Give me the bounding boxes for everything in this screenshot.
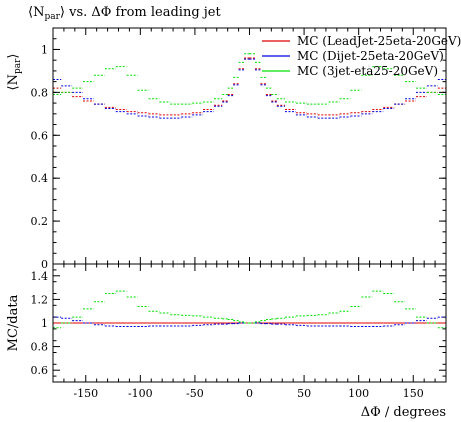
- ratio-y-tick-label: 0.6: [31, 364, 49, 377]
- main-y-tick-label: 0.6: [31, 129, 49, 142]
- x-tick-label: -150: [73, 387, 98, 400]
- main-panel: 0 0.2 0.4 0.6 0.8 1: [31, 27, 447, 271]
- ratio-ticks: 0.6 0.8 1 1.2 1.4 -150 -100 -50 0 50 100 150: [31, 264, 446, 400]
- main-y-tick-label: 0.2: [31, 215, 49, 228]
- main-y-tick-label: 0.8: [31, 86, 49, 99]
- chart-title-sub: par: [44, 12, 60, 22]
- legend-label: MC (Dijet-25eta-20GeV): [297, 49, 444, 63]
- main-y-tick-label: 0: [41, 258, 48, 271]
- main-y-axis-label: ⟨Npar⟩: [6, 54, 23, 91]
- x-tick-label: -50: [186, 387, 204, 400]
- ratio-y-axis-label: MC/data: [6, 294, 21, 351]
- ratio-plot-frame: [52, 263, 447, 383]
- main-series-group: [53, 53, 446, 119]
- main-y-tick-label: 1: [41, 43, 48, 56]
- chart-title-rest: ⟩ vs. ΔΦ from leading jet: [60, 5, 222, 20]
- main-series-3: [53, 53, 446, 105]
- ratio-series-group: [53, 290, 446, 329]
- main-ylabel-main: ⟨N: [6, 74, 21, 90]
- x-tick-label: 150: [403, 387, 424, 400]
- chart-title: ⟨Npar⟩ vs. ΔΦ from leading jet: [28, 5, 221, 22]
- x-axis-label: ΔΦ / degrees: [361, 405, 446, 420]
- x-tick-label: 100: [348, 387, 369, 400]
- x-tick-label: 0: [246, 387, 253, 400]
- ratio-series-3: [53, 290, 446, 329]
- chart-title-main: ⟨N: [28, 5, 44, 20]
- legend: MC (LeadJet-25eta-20GeV)MC (Dijet-25eta-…: [262, 34, 461, 78]
- main-ylabel-rest: ⟩: [6, 54, 21, 59]
- x-tick-label: 50: [297, 387, 311, 400]
- main-y-ticks: 0 0.2 0.4 0.6 0.8 1: [31, 28, 446, 271]
- ratio-series-2: [53, 316, 446, 328]
- x-tick-label: -100: [128, 387, 153, 400]
- ratio-panel: 0.6 0.8 1 1.2 1.4 -150 -100 -50 0 50 100 150: [31, 263, 447, 400]
- ratio-y-tick-label: 0.8: [31, 341, 49, 354]
- legend-label: MC (LeadJet-25eta-20GeV): [297, 34, 461, 48]
- ratio-y-tick-label: 1.2: [31, 293, 49, 306]
- ratio-y-tick-label: 1.4: [31, 270, 49, 283]
- main-y-tick-label: 0.4: [31, 172, 49, 185]
- legend-label: MC (3jet-eta25-20GeV): [297, 64, 438, 78]
- ratio-y-tick-label: 1: [41, 317, 48, 330]
- main-ylabel-sub: par: [13, 58, 23, 74]
- main-series-2: [53, 58, 446, 119]
